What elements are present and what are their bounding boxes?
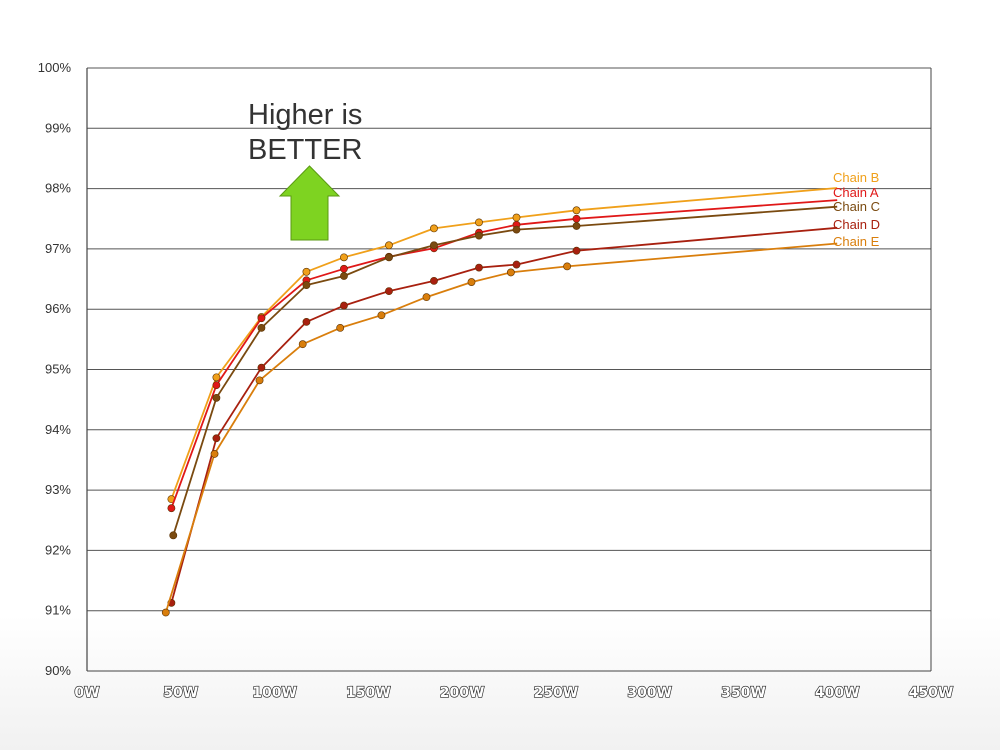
data-point [506,268,515,277]
x-tick-label: 350W [721,685,766,701]
data-point [302,267,311,276]
legend-label: Chain B [833,170,879,185]
data-point [475,263,483,272]
x-tick-label: 250W [534,685,579,701]
series-chain-b [167,187,838,504]
data-point [572,246,581,255]
series-chain-c [169,205,838,540]
annotation: Higher is BETTER [248,99,362,241]
x-tick-label: 50W [163,685,198,701]
data-point [475,231,483,240]
y-tick-label: 90% [45,663,71,678]
y-tick-labels: 90% 91% 92% 93% 94% 95% 96% 97% 98% 99% 100% [38,60,72,678]
data-point [298,340,307,349]
data-point [302,281,311,289]
legend-label: Chain D [833,217,880,232]
y-tick-label: 99% [45,120,71,135]
data-point [340,301,348,310]
data-point [385,253,393,262]
data-point [572,222,581,230]
data-point [212,393,221,402]
x-tick-labels: 0W 50W 100W 150W 200W 250W 300W 350W 400W 450W [74,684,954,701]
data-point [257,314,266,323]
y-tick-label: 97% [45,241,71,256]
y-tick-label: 91% [45,603,71,618]
axes [86,68,932,671]
x-tick-label: 200W [440,685,485,701]
series-chain-d [167,226,838,607]
data-point [212,373,221,382]
data-point [385,241,393,250]
data-point [257,323,266,332]
series-line [170,199,838,509]
data-point [430,276,438,285]
legend-label: Chain E [833,234,880,249]
x-tick-label: 450W [909,685,954,701]
data-point [430,224,438,233]
y-tick-label: 92% [45,542,71,557]
series-chain-e [161,242,838,617]
data-point [212,434,221,443]
data-point [257,363,266,372]
series-line [170,187,838,500]
x-tick-label: 300W [627,685,672,701]
data-point [572,206,581,215]
data-point [475,218,483,227]
x-tick-label: 100W [252,685,297,701]
grid [87,67,931,672]
data-point [161,608,170,617]
legend-label: Chain A [833,185,879,200]
y-tick-label: 96% [45,301,71,316]
data-point [340,264,348,273]
series-line [172,205,838,536]
y-tick-label: 98% [45,181,71,196]
data-point [512,225,521,234]
y-tick-label: 95% [45,362,71,377]
data-point [340,253,348,262]
data-point [336,323,345,332]
series-line [164,242,838,613]
data-point [377,311,386,320]
data-point [302,317,311,326]
data-point [167,504,176,513]
up-arrow-icon [278,165,341,241]
data-point [563,262,572,271]
data-point [212,381,221,390]
annotation-line-2: BETTER [248,134,362,166]
data-point [467,278,476,286]
data-point [169,531,178,540]
x-tick-label: 400W [815,685,860,701]
data-point [385,287,393,296]
series-line [170,226,838,604]
data-point [340,272,348,280]
data-point [430,241,438,250]
series-chain-a [167,199,838,513]
x-tick-label: 150W [346,685,391,701]
data-point [210,450,219,458]
data-point [512,260,521,269]
legend-label: Chain C [833,199,880,214]
data-point [422,293,431,302]
data-point [512,213,521,222]
annotation-line-1: Higher is [248,99,362,131]
y-tick-label: 100% [38,60,72,75]
y-tick-label: 94% [45,422,71,437]
series-group [161,187,838,617]
x-tick-label: 0W [74,685,99,701]
data-point [255,376,264,385]
y-tick-label: 93% [45,482,71,497]
data-point [572,214,581,223]
